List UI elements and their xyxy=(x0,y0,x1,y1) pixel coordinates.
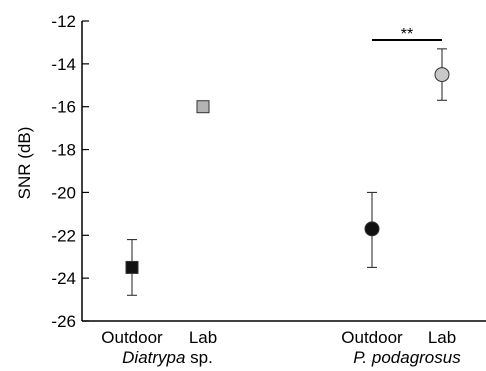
group-label-italic: P. podagrosus xyxy=(353,348,461,367)
data-point-square xyxy=(125,260,139,274)
y-tick-label: -18 xyxy=(51,141,76,160)
x-tick-label: Lab xyxy=(189,328,217,347)
x-tick-label: Outdoor xyxy=(101,328,163,347)
data-point-circle xyxy=(434,67,450,83)
y-tick-label: -20 xyxy=(51,183,76,202)
group-label: Diatrypa sp. xyxy=(122,348,213,367)
group-label-italic: Diatrypa xyxy=(122,348,185,367)
y-tick-label: -22 xyxy=(51,226,76,245)
group-label-suffix: sp. xyxy=(185,348,212,367)
y-axis-label: SNR (dB) xyxy=(15,127,34,200)
data-point-circle xyxy=(364,221,380,237)
data-point-square xyxy=(196,100,210,114)
y-tick-label: -12 xyxy=(51,12,76,31)
x-tick-label: Outdoor xyxy=(341,328,403,347)
y-tick-label: -16 xyxy=(51,98,76,117)
y-tick-label: -24 xyxy=(51,269,76,288)
x-tick-label: Lab xyxy=(428,328,456,347)
y-tick-label: -14 xyxy=(51,55,76,74)
group-label: P. podagrosus xyxy=(353,348,461,367)
significance-label: ** xyxy=(401,26,413,43)
y-tick-label: -26 xyxy=(51,312,76,331)
